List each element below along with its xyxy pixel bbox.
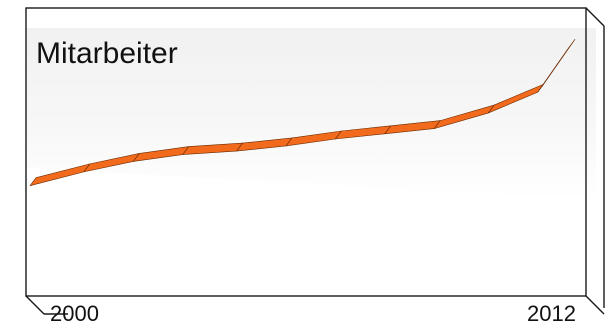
chart-frame <box>25 7 605 315</box>
top-depth-edge <box>585 7 605 27</box>
line-segment <box>537 38 576 93</box>
x-tick-label-start: 2000 <box>50 301 99 323</box>
bottom-right-depth-edge <box>585 295 605 315</box>
chart-title: Mitarbeiter <box>36 37 178 70</box>
plot-background <box>26 28 596 200</box>
line-series <box>29 38 576 186</box>
bottom-left-depth-edge <box>25 295 45 315</box>
x-tick-label-end: 2012 <box>527 301 576 323</box>
front-face <box>25 7 587 297</box>
